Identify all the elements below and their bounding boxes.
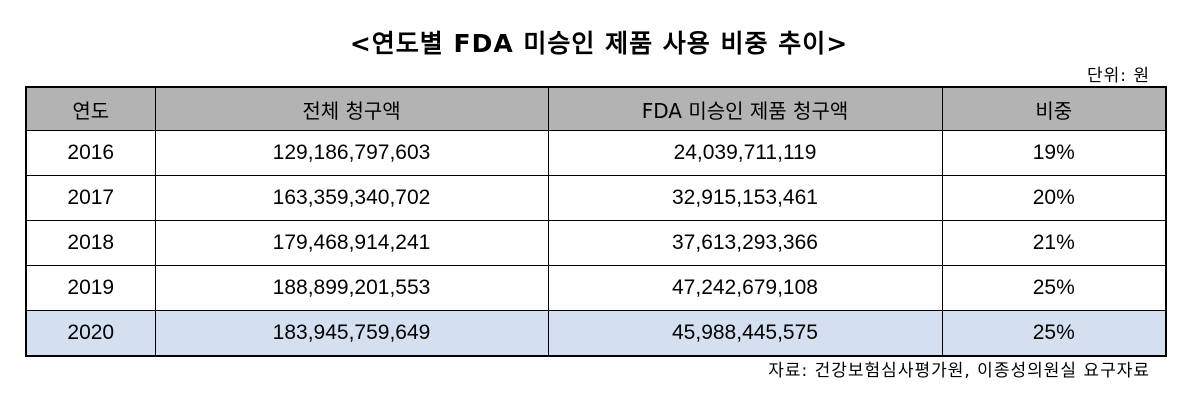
table-row: 2018 179,468,914,241 37,613,293,366 21% [25, 220, 1167, 266]
cell-year: 2018 [25, 220, 156, 266]
header-total-claims: 전체 청구액 [154, 86, 549, 131]
table-row: 2016 129,186,797,603 24,039,711,119 19% [25, 130, 1167, 176]
cell-year: 2019 [25, 265, 156, 311]
cell-year: 2017 [25, 175, 156, 221]
header-unapproved-claims: FDA 미승인 제품 청구액 [547, 86, 943, 131]
unit-label: 단위: 원 [1086, 66, 1150, 86]
table-row: 2019 188,899,201,553 47,242,679,108 25% [25, 265, 1167, 311]
cell-total: 179,468,914,241 [154, 220, 549, 266]
data-table: 연도 전체 청구액 FDA 미승인 제품 청구액 비중 2016 129,186… [25, 86, 1167, 357]
cell-year: 2016 [25, 130, 156, 176]
table-row: 2017 163,359,340,702 32,915,153,461 20% [25, 175, 1167, 221]
table-header-row: 연도 전체 청구액 FDA 미승인 제품 청구액 비중 [25, 86, 1167, 131]
cell-ratio: 21% [941, 220, 1167, 266]
cell-ratio: 20% [941, 175, 1167, 221]
cell-ratio: 25% [941, 265, 1167, 311]
cell-ratio: 19% [941, 130, 1167, 176]
table-title: <연도별 FDA 미승인 제품 사용 비중 추이> [349, 29, 849, 58]
cell-year: 2020 [25, 310, 156, 357]
header-year: 연도 [25, 86, 156, 131]
cell-total: 183,945,759,649 [154, 310, 549, 357]
cell-unapproved: 37,613,293,366 [547, 220, 943, 266]
table-row-highlighted: 2020 183,945,759,649 45,988,445,575 25% [25, 310, 1167, 357]
cell-total: 188,899,201,553 [154, 265, 549, 311]
source-note: 자료: 건강보험심사평가원, 이종성의원실 요구자료 [768, 361, 1150, 381]
cell-unapproved: 45,988,445,575 [547, 310, 943, 357]
header-ratio: 비중 [941, 86, 1167, 131]
cell-unapproved: 47,242,679,108 [547, 265, 943, 311]
cell-unapproved: 32,915,153,461 [547, 175, 943, 221]
cell-total: 129,186,797,603 [154, 130, 549, 176]
cell-total: 163,359,340,702 [154, 175, 549, 221]
cell-unapproved: 24,039,711,119 [547, 130, 943, 176]
cell-ratio: 25% [941, 310, 1167, 357]
